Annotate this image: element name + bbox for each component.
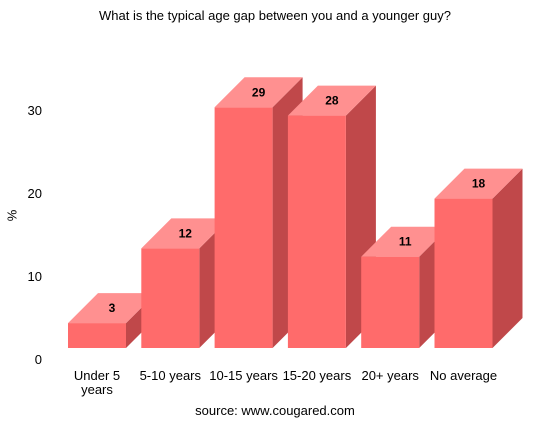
bar-top (68, 293, 156, 324)
y-tick-label: 0 (35, 352, 42, 367)
x-tick-label: 10-15 years (209, 368, 278, 383)
bar-top (214, 77, 303, 108)
chart-title: What is the typical age gap between you … (99, 8, 451, 23)
x-tick-label: No average (430, 368, 497, 383)
data-label: 11 (399, 235, 412, 249)
y-tick-label: 20 (28, 186, 42, 201)
bar (68, 323, 126, 348)
data-label: 3 (109, 301, 116, 315)
bar (141, 248, 200, 348)
bar (214, 107, 273, 348)
data-label: 29 (252, 85, 266, 99)
bar-top (434, 168, 523, 199)
x-tick-label: Under 5 (74, 368, 120, 383)
bar-top (287, 85, 376, 116)
data-label: 12 (179, 226, 193, 240)
bar-top (361, 226, 450, 257)
x-tick-label: years (81, 382, 113, 397)
data-label: 28 (325, 94, 339, 108)
x-tick-label: 5-10 years (140, 368, 202, 383)
y-tick-label: 30 (28, 103, 42, 118)
source-note: source: www.cougared.com (195, 403, 355, 418)
bar (361, 256, 420, 348)
x-tick-label: 20+ years (361, 368, 419, 383)
data-label: 18 (472, 177, 486, 191)
bar-top (141, 218, 230, 249)
bar (434, 198, 493, 348)
bar-side (492, 168, 523, 348)
y-tick-label: 10 (28, 269, 42, 284)
x-tick-label: 15-20 years (283, 368, 352, 383)
bar (287, 115, 346, 348)
